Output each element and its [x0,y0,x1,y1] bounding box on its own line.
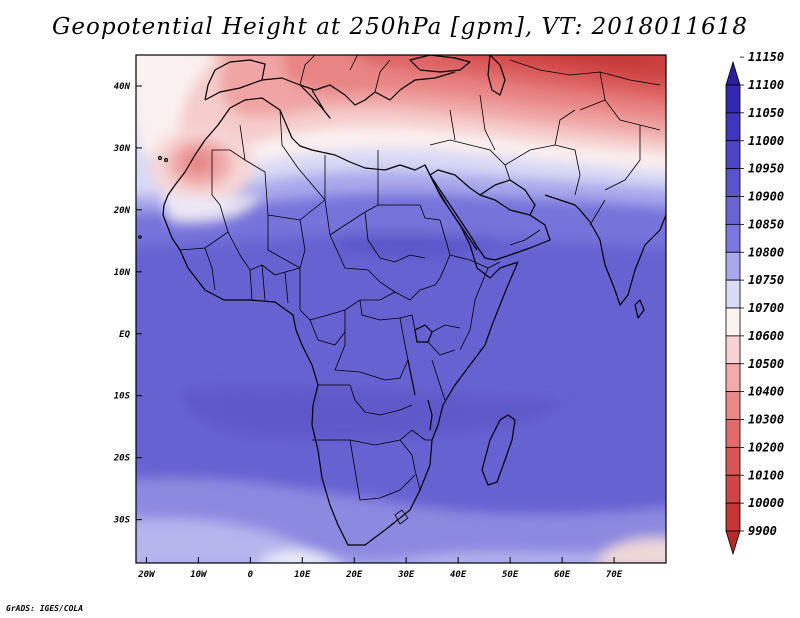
legend-swatch [725,391,741,420]
lon-tick-label: 70E [606,570,623,580]
legend-label: 10800 [748,245,784,259]
legend-label: 10000 [748,496,784,510]
legend-swatch [725,502,741,532]
legend-label: 10100 [748,468,784,482]
coastlines [138,55,666,546]
legend-label: 10700 [748,301,784,315]
legend-swatch [725,84,741,114]
legend-swatch [725,140,741,170]
grads-credit: GrADS: IGES/COLA [6,604,84,613]
legend-swatch [725,335,741,365]
lat-tick-label: 20N [113,206,131,216]
lat-tick-label: 30N [113,144,131,154]
legend-label: 10600 [748,329,784,343]
lon-tick-label: 60E [554,570,571,580]
legend-swatch [725,474,741,504]
legend-label: 11150 [748,50,784,64]
height-field [136,55,666,563]
map-frame [135,54,667,564]
legend-label: 10750 [748,273,784,287]
legend-label: 10900 [748,190,784,204]
lon-tick-label: 10E [294,570,311,580]
lon-tick-label: 20E [345,570,363,580]
legend-label: 11050 [748,106,784,120]
longitude-axis: 20W 10W 0 10E 20E 30E 40E 50E 60E 70E [137,557,623,580]
legend-label: 10950 [748,162,784,176]
legend-label: 10300 [748,413,784,427]
legend-swatch [725,251,741,281]
country-borders [179,55,661,525]
legend-label: 11100 [748,78,784,92]
lon-tick-label: 0 [248,570,254,580]
legend-min-arrow [725,530,741,556]
lon-tick-label: 50E [502,570,519,580]
lat-tick-label: 10N [114,268,131,278]
legend-swatch [725,279,741,309]
lon-tick-label: 10W [190,570,208,580]
color-legend: 11150 11100 11050 11000 10950 10900 10850 10800… [725,50,784,556]
legend-swatch [725,112,741,142]
lat-tick-label: EQ [119,330,130,340]
legend-label: 11000 [748,134,784,148]
map-title: Geopotential Height at 250hPa [gpm], VT:… [52,14,748,40]
legend-swatch [725,419,741,448]
legend-label: 10500 [748,357,784,371]
lat-tick-label: 10S [114,392,131,402]
legend-swatch [725,446,741,476]
lat-tick-label: 30S [113,516,131,526]
legend-swatch [725,223,741,253]
lat-tick-label: 20S [113,454,131,464]
legend-label: 10400 [748,385,784,399]
lon-tick-label: 40E [450,570,467,580]
legend-swatch [725,168,741,197]
legend-label: 10850 [748,217,784,231]
legend-label: 9900 [748,524,777,538]
legend-max-arrow [725,60,741,86]
lat-tick-label: 40N [114,82,131,92]
lon-tick-label: 20W [137,570,156,580]
legend-label: 10200 [748,440,784,454]
lon-tick-label: 30E [397,570,415,580]
legend-swatch [725,307,741,337]
latitude-axis: 40N 30N 20N 10N EQ 10S 20S 30S [113,82,142,526]
legend-swatch [725,196,741,225]
legend-swatch [725,363,741,393]
